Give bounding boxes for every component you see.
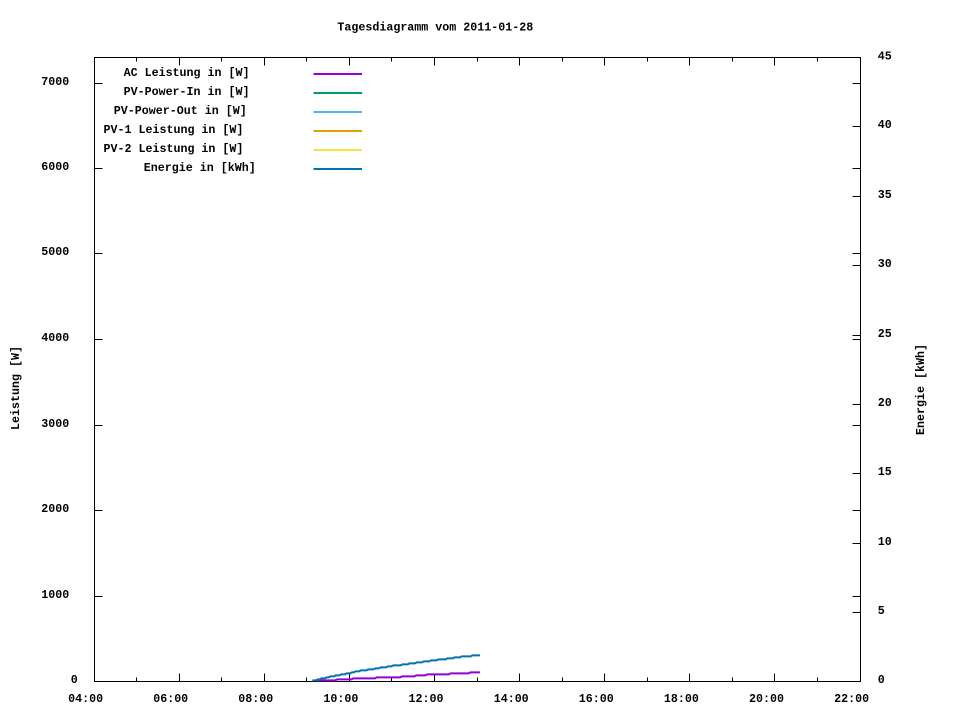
svg-text:20: 20 [878, 396, 892, 410]
svg-text:6000: 6000 [41, 160, 69, 174]
svg-text:3000: 3000 [41, 417, 69, 431]
svg-text:06:00: 06:00 [153, 692, 188, 706]
svg-text:20:00: 20:00 [749, 692, 784, 706]
svg-text:Tagesdiagramm vom 2011-01-28: Tagesdiagramm vom 2011-01-28 [337, 20, 533, 34]
svg-text:14:00: 14:00 [494, 692, 529, 706]
svg-text:25: 25 [878, 327, 892, 341]
svg-text:5: 5 [878, 604, 885, 618]
svg-text:2000: 2000 [41, 502, 69, 516]
svg-text:16:00: 16:00 [579, 692, 614, 706]
svg-text:40: 40 [878, 118, 892, 132]
svg-text:5000: 5000 [41, 245, 69, 259]
svg-text:22:00: 22:00 [834, 692, 869, 706]
svg-text:15: 15 [878, 465, 892, 479]
svg-text:10: 10 [878, 535, 892, 549]
svg-text:PV-2 Leistung in [W]: PV-2 Leistung in [W] [104, 142, 244, 156]
svg-text:4000: 4000 [41, 331, 69, 345]
svg-text:04:00: 04:00 [68, 692, 103, 706]
svg-text:Energie [kWh]: Energie [kWh] [914, 344, 928, 435]
svg-text:Energie in [kWh]: Energie in [kWh] [144, 161, 256, 175]
svg-text:10:00: 10:00 [323, 692, 358, 706]
svg-text:AC Leistung in [W]: AC Leistung in [W] [124, 66, 250, 80]
svg-text:45: 45 [878, 50, 892, 64]
svg-text:PV-Power-Out in [W]: PV-Power-Out in [W] [114, 104, 247, 118]
svg-text:30: 30 [878, 257, 892, 271]
svg-text:18:00: 18:00 [664, 692, 699, 706]
svg-text:PV-Power-In in [W]: PV-Power-In in [W] [124, 85, 250, 99]
svg-text:PV-1 Leistung in [W]: PV-1 Leistung in [W] [104, 123, 244, 137]
svg-text:Leistung [W]: Leistung [W] [9, 346, 23, 430]
svg-text:08:00: 08:00 [238, 692, 273, 706]
svg-text:1000: 1000 [41, 588, 69, 602]
svg-text:35: 35 [878, 188, 892, 202]
svg-text:0: 0 [878, 673, 885, 687]
svg-text:12:00: 12:00 [409, 692, 444, 706]
svg-text:0: 0 [71, 673, 78, 687]
svg-text:7000: 7000 [41, 75, 69, 89]
